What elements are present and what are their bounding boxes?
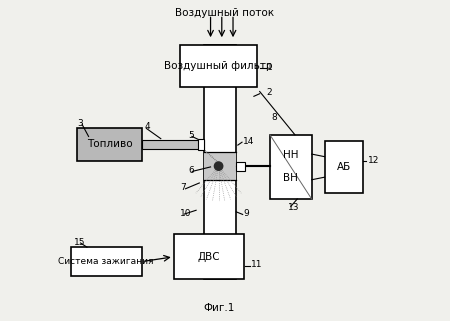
Bar: [180, 45, 257, 87]
Bar: [236, 162, 245, 171]
Bar: [198, 139, 204, 150]
Bar: [174, 234, 244, 279]
Text: 1: 1: [267, 63, 273, 72]
Text: ВН: ВН: [284, 173, 298, 184]
Text: АБ: АБ: [337, 162, 351, 172]
Text: 6: 6: [188, 166, 194, 175]
Text: 12: 12: [368, 156, 379, 165]
Text: 11: 11: [251, 260, 262, 269]
Text: 8: 8: [271, 113, 277, 122]
Bar: [71, 247, 142, 276]
Bar: [77, 128, 142, 160]
Bar: [204, 45, 236, 279]
Bar: [142, 140, 204, 149]
Text: Воздушный фильтр: Воздушный фильтр: [164, 61, 273, 71]
Text: 9: 9: [243, 209, 249, 218]
Bar: [204, 152, 236, 180]
Text: 14: 14: [243, 137, 254, 146]
Text: ДВС: ДВС: [198, 252, 220, 262]
Bar: [270, 135, 312, 199]
Circle shape: [214, 162, 223, 170]
Text: 13: 13: [288, 203, 299, 212]
Text: Фиг.1: Фиг.1: [203, 303, 234, 313]
Text: 2: 2: [266, 88, 272, 97]
Text: Топливо: Топливо: [87, 139, 132, 150]
Text: НН: НН: [283, 150, 298, 160]
Text: 4: 4: [145, 122, 150, 131]
Text: Воздушный поток: Воздушный поток: [176, 8, 274, 18]
Text: 7: 7: [180, 183, 186, 192]
Text: 5: 5: [188, 131, 194, 140]
Text: 15: 15: [74, 238, 86, 247]
Bar: [324, 141, 363, 193]
Text: 10: 10: [180, 209, 192, 218]
Text: 3: 3: [77, 119, 83, 128]
Text: Система зажигания: Система зажигания: [58, 257, 154, 266]
